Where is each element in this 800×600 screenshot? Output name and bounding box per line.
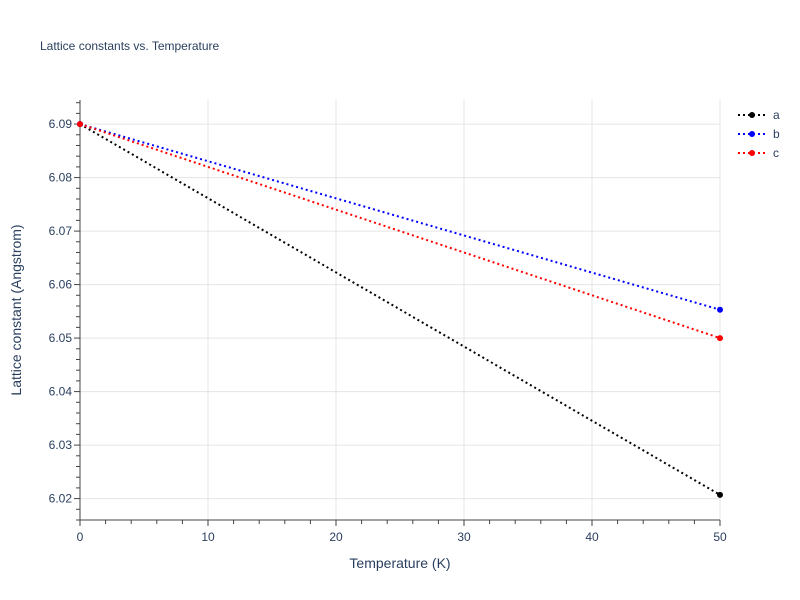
y-axis-title: Lattice constant (Angstrom): [8, 224, 24, 395]
data-point-c[interactable]: [717, 335, 723, 342]
legend-marker-a: [749, 112, 755, 118]
legend-label-c: c: [773, 146, 779, 160]
data-point-c[interactable]: [77, 121, 83, 128]
x-tick-label: 40: [585, 530, 599, 544]
data-point-a[interactable]: [717, 491, 723, 498]
legend-label-b: b: [773, 127, 780, 141]
series-area: [77, 121, 723, 498]
data-point-b[interactable]: [717, 306, 723, 313]
y-tick-label: 6.05: [49, 331, 73, 345]
y-tick-label: 6.08: [49, 171, 73, 185]
axes: 0 10 20 30 40 50 6.02 6.03 6.04 6.05 6.06 6.07 6.08 6…: [49, 100, 727, 544]
x-tick-label: 20: [329, 530, 343, 544]
series-line-b: [79, 123, 721, 311]
legend-label-a: a: [773, 108, 780, 122]
legend-item-a[interactable]: a: [738, 108, 780, 122]
x-tick-label: 30: [457, 530, 471, 544]
y-tick-label: 6.07: [49, 224, 73, 238]
y-tick-label: 6.03: [49, 438, 73, 452]
legend-marker-b: [749, 131, 755, 137]
y-tick-label: 6.06: [49, 278, 73, 292]
legend-item-b[interactable]: b: [738, 127, 780, 141]
legend[interactable]: abc: [738, 108, 780, 160]
legend-marker-c: [749, 150, 755, 156]
chart-title: Lattice constants vs. Temperature: [40, 39, 220, 53]
y-tick-label: 6.02: [49, 492, 73, 506]
x-tick-label: 0: [77, 530, 84, 544]
y-tick-label: 6.09: [49, 117, 73, 131]
series-line-a: [79, 123, 721, 496]
y-tick-label: 6.04: [49, 385, 73, 399]
legend-item-c[interactable]: c: [738, 146, 779, 160]
x-axis-title: Temperature (K): [349, 555, 450, 571]
x-tick-label: 50: [713, 530, 727, 544]
x-tick-label: 10: [201, 530, 215, 544]
